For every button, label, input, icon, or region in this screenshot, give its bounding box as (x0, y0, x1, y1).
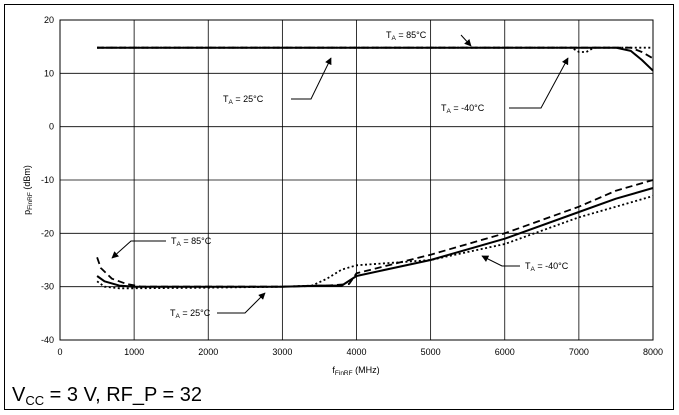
x-tick-label: 7000 (569, 347, 589, 357)
y-tick-label: -30 (41, 282, 54, 292)
x-tick-label: 6000 (495, 347, 515, 357)
annotation-arrow-um40 (509, 57, 569, 109)
series-line-lower-dotted (96, 195, 654, 290)
x-tick-label: 1000 (124, 347, 144, 357)
annotation-arrow-lm40 (481, 255, 520, 267)
annotation-um40: TA = -40°C (441, 103, 485, 115)
figure-frame (4, 4, 674, 410)
test-conditions-caption: VCC = 3 V, RF_P = 32 (12, 384, 203, 408)
x-tick-label: 0 (57, 347, 62, 357)
y-tick-label: -40 (41, 335, 54, 345)
x-tick-label: 2000 (198, 347, 218, 357)
annotation-arrow-u25 (291, 57, 332, 100)
annotation-lm40: TA = -40°C (525, 261, 569, 273)
y-tick-label: -20 (41, 228, 54, 238)
series-line-upper-dotted (97, 46, 653, 53)
grid-lines (60, 20, 653, 340)
series-group (96, 46, 654, 290)
annotation-u25: TA = 25°C (223, 94, 264, 106)
series-line-upper-dashed (97, 46, 654, 60)
series-line-upper-solid (97, 46, 654, 72)
y-tick-label: 10 (44, 68, 54, 78)
annotations-group: TA = 85°C TA = 25°C TA = -40°C TA = 85°C TA … (111, 30, 569, 320)
y-tick-label: 0 (49, 122, 54, 132)
y-tick-label: -10 (41, 175, 54, 185)
y-axis-label: pFinRF (dBm) (22, 165, 34, 215)
annotation-u85: TA = 85°C (386, 30, 427, 42)
annotation-l85: TA = 85°C (171, 236, 212, 248)
x-tick-label: 8000 (643, 347, 663, 357)
x-tick-label: 5000 (421, 347, 441, 357)
x-axis-label: fFinRF (MHz) (332, 365, 379, 377)
y-tick-label: 20 (44, 15, 54, 25)
axis-ticks: 0 1000 2000 3000 4000 5000 6000 7000 8000 -40 -30 -… (41, 15, 663, 357)
annotation-arrow-l85 (111, 240, 166, 259)
x-tick-label: 4000 (346, 347, 366, 357)
annotation-arrow-l25 (217, 292, 266, 314)
annotation-arrow-u85 (460, 34, 472, 47)
series-line-lower-dashed (96, 179, 654, 288)
x-tick-label: 3000 (272, 347, 292, 357)
annotation-l25: TA = 25°C (170, 308, 211, 320)
